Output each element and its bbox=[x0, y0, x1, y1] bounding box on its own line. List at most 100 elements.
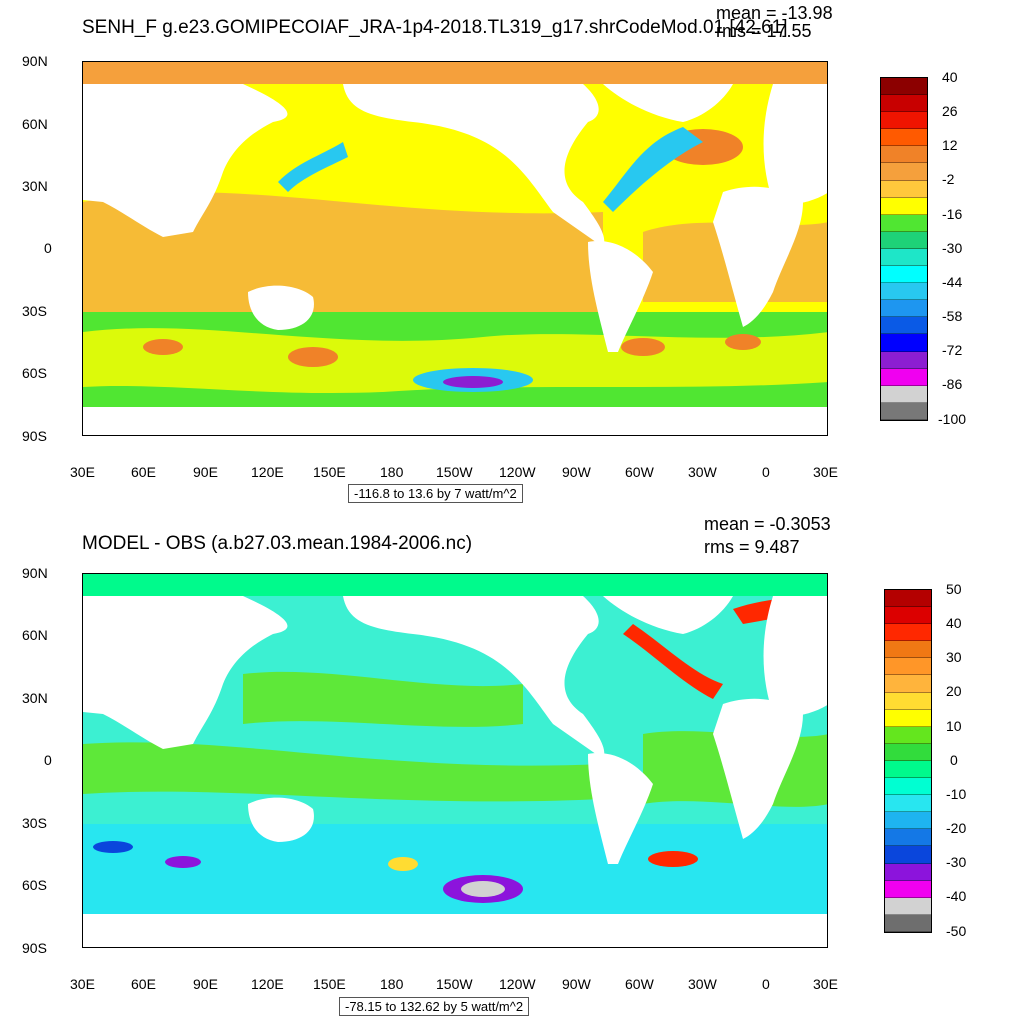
colorbar-label: -20 bbox=[946, 820, 967, 836]
colorbar-label: 10 bbox=[946, 718, 962, 734]
lat-tick: 60S bbox=[22, 365, 47, 381]
colorbar-segment bbox=[885, 624, 931, 642]
colorbar-label: -100 bbox=[938, 411, 967, 427]
panel-title: MODEL - OBS (a.b27.03.mean.1984-2006.nc) bbox=[82, 533, 473, 554]
colorbar-segment bbox=[881, 283, 927, 301]
colorbar-segment bbox=[885, 778, 931, 796]
lon-tick: 30E bbox=[813, 976, 838, 992]
colorbar-label: -86 bbox=[942, 376, 963, 392]
colorbar-label: -40 bbox=[946, 888, 967, 904]
colorbar-segment bbox=[885, 590, 931, 608]
colorbar-segment bbox=[885, 743, 931, 761]
colorbar-label: 26 bbox=[942, 103, 958, 119]
colorbar-segment bbox=[881, 385, 927, 403]
colorbar-segment bbox=[881, 95, 927, 113]
colorbar-label: 0 bbox=[950, 752, 958, 768]
lon-tick: 90E bbox=[193, 464, 218, 480]
colorbar-label: -30 bbox=[942, 240, 963, 256]
colorbar-segment bbox=[881, 334, 927, 352]
lon-tick: 60E bbox=[131, 976, 156, 992]
colorbar-label: 40 bbox=[942, 69, 958, 85]
colorbar-label: -44 bbox=[942, 274, 963, 290]
colorbar-segment bbox=[881, 146, 927, 164]
lon-tick: 60W bbox=[625, 464, 654, 480]
colorbar-segment bbox=[881, 300, 927, 318]
colorbar-segment bbox=[885, 795, 931, 813]
colorbar-segment bbox=[885, 829, 931, 847]
colorbar-segment bbox=[881, 231, 927, 249]
lon-tick: 30W bbox=[688, 976, 717, 992]
colorbar-label: 40 bbox=[946, 615, 962, 631]
colorbar-segment bbox=[881, 317, 927, 335]
rms-value: rms = 17.55 bbox=[716, 21, 812, 41]
colorbar-segment bbox=[885, 692, 931, 710]
colorbar-segment bbox=[885, 607, 931, 625]
lon-tick: 150E bbox=[313, 464, 346, 480]
colorbar-segment bbox=[885, 897, 931, 915]
lon-tick: 120E bbox=[251, 464, 284, 480]
colorbar-segment bbox=[885, 709, 931, 727]
lon-tick: 150E bbox=[313, 976, 346, 992]
lat-tick: 90N bbox=[22, 53, 48, 69]
rms-value: rms = 9.487 bbox=[704, 537, 800, 557]
colorbar-segment bbox=[885, 846, 931, 864]
map-plot bbox=[82, 573, 828, 948]
lon-tick: 90W bbox=[562, 976, 591, 992]
colorbar-segment bbox=[885, 863, 931, 881]
lat-tick: 90S bbox=[22, 428, 47, 444]
mean-value: mean = -13.98 bbox=[716, 3, 833, 23]
colorbar-label: -58 bbox=[942, 308, 963, 324]
lon-tick: 150W bbox=[436, 976, 473, 992]
colorbar-segment bbox=[881, 197, 927, 215]
lat-tick: 90N bbox=[22, 565, 48, 581]
colorbar-segment bbox=[885, 880, 931, 898]
panel-title: SENH_F g.e23.GOMIPECOIAF_JRA-1p4-2018.TL… bbox=[82, 17, 788, 38]
lat-tick: 60N bbox=[22, 116, 48, 132]
lon-tick: 30W bbox=[688, 464, 717, 480]
mean-value: mean = -0.3053 bbox=[704, 514, 831, 534]
lat-tick: 0 bbox=[44, 240, 52, 256]
lon-tick: 60E bbox=[131, 464, 156, 480]
colorbar-segment bbox=[881, 351, 927, 369]
lon-tick: 0 bbox=[762, 976, 770, 992]
lat-tick: 90S bbox=[22, 940, 47, 956]
lon-tick: 120W bbox=[499, 976, 536, 992]
colorbar-label: -16 bbox=[942, 206, 963, 222]
colorbar-segment bbox=[881, 248, 927, 267]
colorbar-segment bbox=[885, 726, 931, 744]
colorbar-segment bbox=[881, 266, 927, 284]
lat-tick: 30S bbox=[22, 815, 47, 831]
lon-tick: 180 bbox=[380, 976, 404, 992]
lon-tick: 120E bbox=[251, 976, 284, 992]
colorbar-segment bbox=[881, 214, 927, 232]
colorbar-segment bbox=[881, 163, 927, 181]
contour-info: -78.15 to 132.62 by 5 watt/m^2 bbox=[339, 997, 530, 1016]
lon-tick: 0 bbox=[762, 464, 770, 480]
colorbar-segment bbox=[885, 812, 931, 830]
colorbar-segment bbox=[881, 112, 927, 130]
lat-tick: 0 bbox=[44, 752, 52, 768]
colorbar-label: 20 bbox=[946, 683, 962, 699]
colorbar-segment bbox=[885, 914, 931, 932]
lon-tick: 180 bbox=[380, 464, 404, 480]
colorbar-segment bbox=[881, 129, 927, 147]
colorbar-segment bbox=[881, 180, 927, 198]
lat-tick: 30S bbox=[22, 303, 47, 319]
lat-tick: 60N bbox=[22, 627, 48, 643]
lon-tick: 30E bbox=[70, 976, 95, 992]
lat-tick: 30N bbox=[22, 178, 48, 194]
colorbar-label: 12 bbox=[942, 137, 958, 153]
colorbar bbox=[880, 77, 928, 421]
colorbar-label: 30 bbox=[946, 649, 962, 665]
colorbar-segment bbox=[881, 78, 927, 96]
colorbar bbox=[884, 589, 932, 933]
colorbar-label: -30 bbox=[946, 854, 967, 870]
map-field bbox=[83, 574, 827, 947]
colorbar-label: 50 bbox=[946, 581, 962, 597]
colorbar-label: -2 bbox=[942, 171, 955, 187]
colorbar-segment bbox=[881, 402, 927, 420]
map-field bbox=[83, 62, 827, 435]
lat-tick: 30N bbox=[22, 690, 48, 706]
colorbar-segment bbox=[881, 368, 927, 386]
lon-tick: 30E bbox=[813, 464, 838, 480]
